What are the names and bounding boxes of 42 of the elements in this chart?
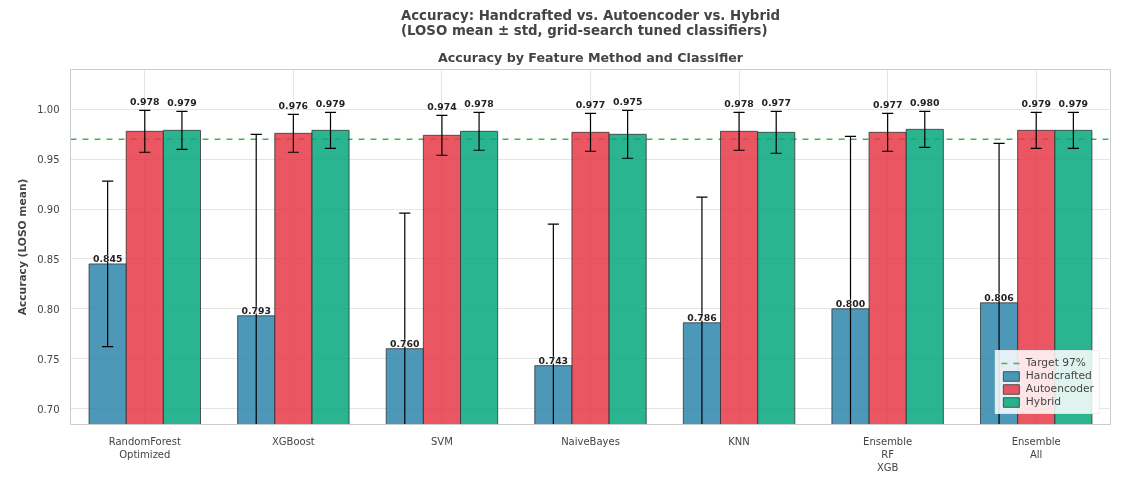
x-tick-label: Ensemble All — [1011, 435, 1061, 460]
x-tick-label: RandomForest Optimized — [108, 435, 181, 460]
data-label: 0.793 — [241, 304, 271, 316]
legend-label: Autoencoder — [1025, 382, 1094, 395]
x-tick-label: KNN — [728, 435, 750, 447]
data-label: 0.845 — [92, 252, 123, 264]
chart-title: Accuracy: Handcrafted vs. Autoencoder vs. Hybrid (LOSO mean ± std, grid-search tuned classifiers) — [400, 7, 781, 38]
chart-subtitle: Accuracy by Feature Method and Classifier — [437, 49, 744, 65]
y-tick-label: 0.85 — [37, 253, 60, 265]
y-tick-label: 1.00 — [37, 104, 60, 116]
data-label: 0.806 — [984, 291, 1014, 303]
data-label: 0.979 — [315, 98, 346, 110]
data-label: 0.977 — [761, 97, 791, 109]
data-label: 0.760 — [390, 337, 421, 349]
data-label: 0.979 — [1021, 98, 1051, 110]
x-tick-label: XGBoost — [271, 435, 315, 447]
data-label: 0.980 — [910, 97, 941, 109]
data-label: 0.978 — [464, 98, 494, 110]
y-tick-label: 0.80 — [37, 303, 60, 315]
data-label: 0.977 — [872, 99, 903, 111]
data-label: 0.978 — [724, 98, 754, 110]
data-label: 0.978 — [130, 96, 160, 108]
data-label: 0.977 — [575, 99, 606, 111]
data-label: 0.743 — [538, 354, 569, 366]
data-label: 0.979 — [167, 97, 197, 109]
y-tick-label: 0.70 — [37, 403, 60, 415]
y-tick-label: 0.95 — [37, 154, 60, 166]
data-label: 0.976 — [278, 100, 309, 112]
data-label: 0.800 — [835, 297, 866, 309]
y-axis-title: Accuracy (LOSO mean) — [16, 178, 30, 316]
legend-label: Hybrid — [1025, 395, 1062, 408]
y-tick-label: 0.75 — [37, 353, 60, 365]
data-label: 0.786 — [687, 311, 717, 323]
data-label: 0.975 — [612, 96, 643, 108]
data-label: 0.974 — [427, 101, 458, 113]
data-label: 0.979 — [1058, 98, 1089, 110]
x-tick-label: NaiveBayes — [561, 435, 620, 447]
x-tick-label: Ensemble RF XGB — [863, 435, 913, 473]
legend-label: Target 97% — [1025, 356, 1086, 369]
y-tick-label: 0.90 — [37, 204, 60, 216]
x-tick-label: SVM — [431, 435, 453, 447]
legend-label: Handcrafted — [1025, 369, 1092, 382]
